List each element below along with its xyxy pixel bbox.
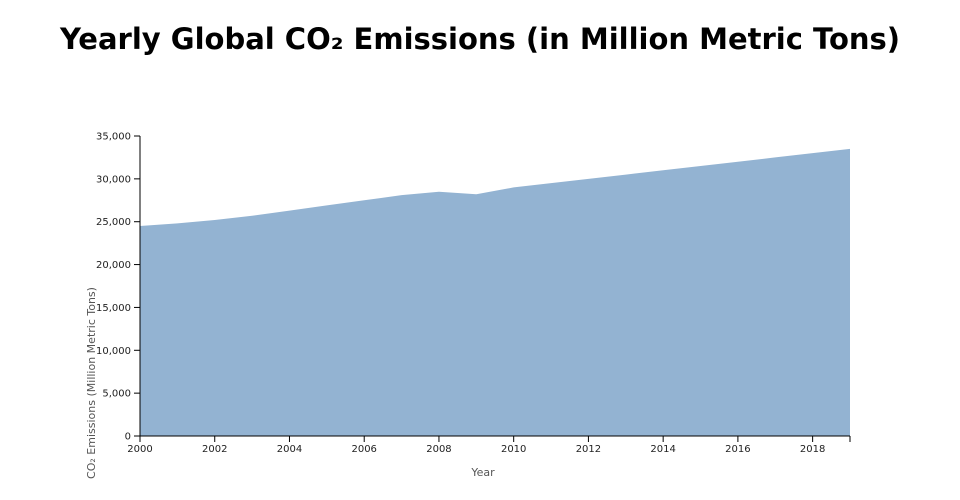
x-tick-label: 2010 [501,444,526,455]
y-tick-label: 0 [125,432,131,443]
axes: 0 5,000 10,000 15,000 20,000 25,000 30,000 35,0… [96,132,851,455]
y-tick-label: 30,000 [96,174,131,185]
y-tick-label: 10,000 [96,346,131,357]
y-tick-label: 25,000 [96,217,131,228]
x-tick-label: 2004 [277,444,302,455]
y-tick-label: 35,000 [96,132,131,143]
x-tick-label: 2008 [426,444,451,455]
x-axis-title: Year [470,466,495,479]
y-tick-label: 15,000 [96,303,131,314]
y-tick-label: 20,000 [96,260,131,271]
x-tick-label: 2012 [576,444,601,455]
chart-title: Yearly Global CO₂ Emissions (in Million … [59,22,901,56]
x-tick-label: 2016 [725,444,750,455]
x-tick-label: 2006 [351,444,376,455]
x-tick-label: 2000 [127,444,152,455]
emissions-area [140,148,850,436]
y-axis-title: CO₂ Emissions (Million Metric Tons) [85,287,98,479]
x-tick-label: 2002 [202,444,227,455]
x-tick-label: 2014 [650,444,675,455]
y-tick-label: 5,000 [102,389,131,400]
x-tick-label: 2018 [800,444,825,455]
